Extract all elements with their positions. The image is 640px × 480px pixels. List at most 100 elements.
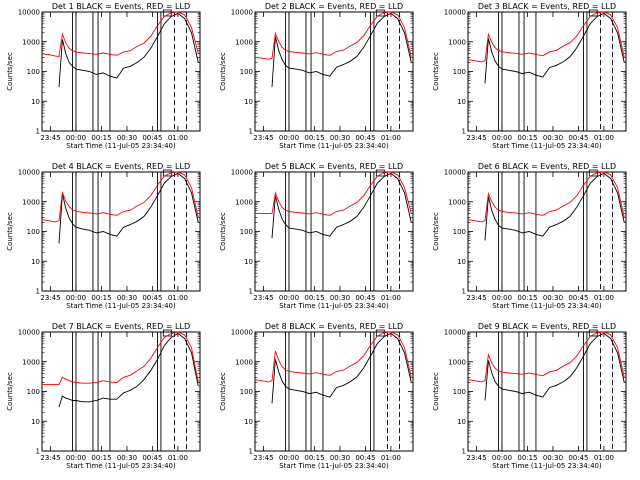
y-tick-label: 10000 [18, 9, 40, 17]
y-tick-label: 1000 [22, 358, 40, 366]
x-tick-label: 00:00 [279, 294, 299, 302]
chart-title: Det 2 BLACK = Events, RED = LLD [265, 2, 403, 11]
chart-title: Det 9 BLACK = Events, RED = LLD [478, 322, 616, 331]
events-series-line [271, 172, 412, 239]
detector-panel-7: Det 7 BLACK = Events, RED = LLD 1 10 100 100… [0, 320, 213, 480]
y-tick-label: 100 [27, 68, 40, 76]
detector-panel-1: Det 1 BLACK = Events, RED = LLD 1 10 100 100… [0, 0, 213, 160]
x-tick-label: 00:15 [91, 134, 111, 142]
x-axis-label: Start Time (11-Jul-05 23:34:40) [66, 462, 176, 470]
x-tick-label: 00:15 [304, 294, 324, 302]
x-tick-label: 23:45 [466, 134, 486, 142]
x-tick-label: 00:30 [330, 454, 350, 462]
x-tick-label: 00:45 [355, 294, 375, 302]
x-axis-label: Start Time (11-Jul-05 23:34:40) [279, 462, 389, 470]
detector-panel-5: Det 5 BLACK = Events, RED = LLD 1 10 100 100… [213, 160, 426, 320]
x-tick-label: 00:00 [66, 294, 86, 302]
x-tick-label: 01:00 [168, 134, 188, 142]
detector-panel-8: Det 8 BLACK = Events, RED = LLD 1 10 100 100… [213, 320, 426, 480]
x-tick-label: 01:00 [594, 134, 614, 142]
lld-series-line [41, 11, 199, 57]
detector-panel-4: Det 4 BLACK = Events, RED = LLD 1 10 100 100… [0, 160, 213, 320]
x-tick-label: 00:00 [279, 134, 299, 142]
x-tick-label: 00:15 [517, 134, 537, 142]
y-tick-label: 10 [244, 418, 253, 426]
plot-frame [41, 171, 201, 292]
y-tick-label: 10 [31, 98, 40, 106]
y-tick-label: 100 [453, 388, 466, 396]
chart-svg: Det 1 BLACK = Events, RED = LLD 1 10 100 100… [6, 2, 201, 150]
y-tick-label: 1 [36, 448, 40, 456]
plot-frame [254, 11, 414, 132]
chart-svg: Det 2 BLACK = Events, RED = LLD 1 10 100 100… [219, 2, 414, 150]
y-tick-label: 100 [240, 388, 253, 396]
y-tick-label: 100 [27, 388, 40, 396]
y-tick-label: 1 [462, 288, 466, 296]
x-axis-label: Start Time (11-Jul-05 23:34:40) [492, 142, 602, 150]
y-tick-label: 100 [240, 68, 253, 76]
x-tick-label: 23:45 [253, 134, 273, 142]
chart-svg: Det 5 BLACK = Events, RED = LLD 1 10 100 100… [219, 162, 414, 310]
y-tick-label: 10 [457, 418, 466, 426]
x-tick-label: 00:30 [543, 134, 563, 142]
x-tick-label: 23:45 [40, 454, 60, 462]
x-tick-label: 00:15 [517, 294, 537, 302]
lld-series-line [467, 11, 625, 63]
x-tick-label: 00:00 [492, 454, 512, 462]
events-series-line [271, 332, 412, 404]
x-tick-label: 23:45 [253, 294, 273, 302]
y-tick-label: 1 [249, 128, 253, 136]
lld-series-line [254, 331, 412, 383]
x-tick-label: 23:45 [466, 454, 486, 462]
events-series-line [484, 12, 625, 84]
y-tick-label: 10000 [18, 329, 40, 337]
x-tick-label: 01:00 [594, 294, 614, 302]
y-tick-label: 10 [244, 98, 253, 106]
x-tick-label: 01:00 [381, 134, 401, 142]
y-axis-label: Counts/sec [219, 212, 227, 251]
events-series-line [271, 12, 412, 88]
x-tick-label: 00:00 [66, 454, 86, 462]
chart-svg: Det 3 BLACK = Events, RED = LLD 1 10 100 100… [432, 2, 627, 150]
x-tick-label: 00:00 [66, 134, 86, 142]
y-tick-label: 10000 [231, 329, 253, 337]
x-tick-label: 01:00 [381, 454, 401, 462]
plot-frame [41, 331, 201, 452]
y-tick-label: 100 [453, 228, 466, 236]
y-tick-label: 10000 [444, 9, 466, 17]
y-tick-label: 10 [244, 258, 253, 266]
chart-title: Det 4 BLACK = Events, RED = LLD [52, 162, 190, 171]
x-axis-label: Start Time (11-Jul-05 23:34:40) [279, 142, 389, 150]
chart-title: Det 7 BLACK = Events, RED = LLD [52, 322, 190, 331]
y-tick-label: 1 [36, 128, 40, 136]
x-tick-label: 00:45 [355, 134, 375, 142]
y-tick-label: 1000 [235, 358, 253, 366]
y-axis-label: Counts/sec [6, 212, 14, 251]
y-tick-label: 100 [27, 228, 40, 236]
events-series-line [58, 172, 199, 244]
x-axis-label: Start Time (11-Jul-05 23:34:40) [66, 302, 176, 310]
x-tick-label: 01:00 [168, 294, 188, 302]
y-tick-label: 10 [31, 418, 40, 426]
y-tick-label: 1000 [235, 38, 253, 46]
x-tick-label: 01:00 [594, 454, 614, 462]
y-axis-label: Counts/sec [432, 212, 440, 251]
x-tick-label: 00:15 [91, 294, 111, 302]
x-tick-label: 23:45 [466, 294, 486, 302]
x-tick-label: 00:15 [304, 454, 324, 462]
x-tick-label: 00:45 [142, 134, 162, 142]
events-series-line [484, 332, 625, 401]
x-tick-label: 00:30 [117, 454, 137, 462]
x-tick-label: 00:15 [304, 134, 324, 142]
lld-series-line [467, 331, 625, 383]
detector-panel-9: Det 9 BLACK = Events, RED = LLD 1 10 100 100… [426, 320, 639, 480]
x-tick-label: 00:15 [91, 454, 111, 462]
y-tick-label: 1000 [22, 198, 40, 206]
events-series-line [58, 332, 199, 408]
events-series-line [58, 12, 199, 88]
lld-series-line [255, 171, 412, 216]
chart-svg: Det 9 BLACK = Events, RED = LLD 1 10 100 100… [432, 322, 627, 470]
y-tick-label: 100 [453, 68, 466, 76]
detector-panel-6: Det 6 BLACK = Events, RED = LLD 1 10 100 100… [426, 160, 639, 320]
x-tick-label: 00:30 [117, 294, 137, 302]
